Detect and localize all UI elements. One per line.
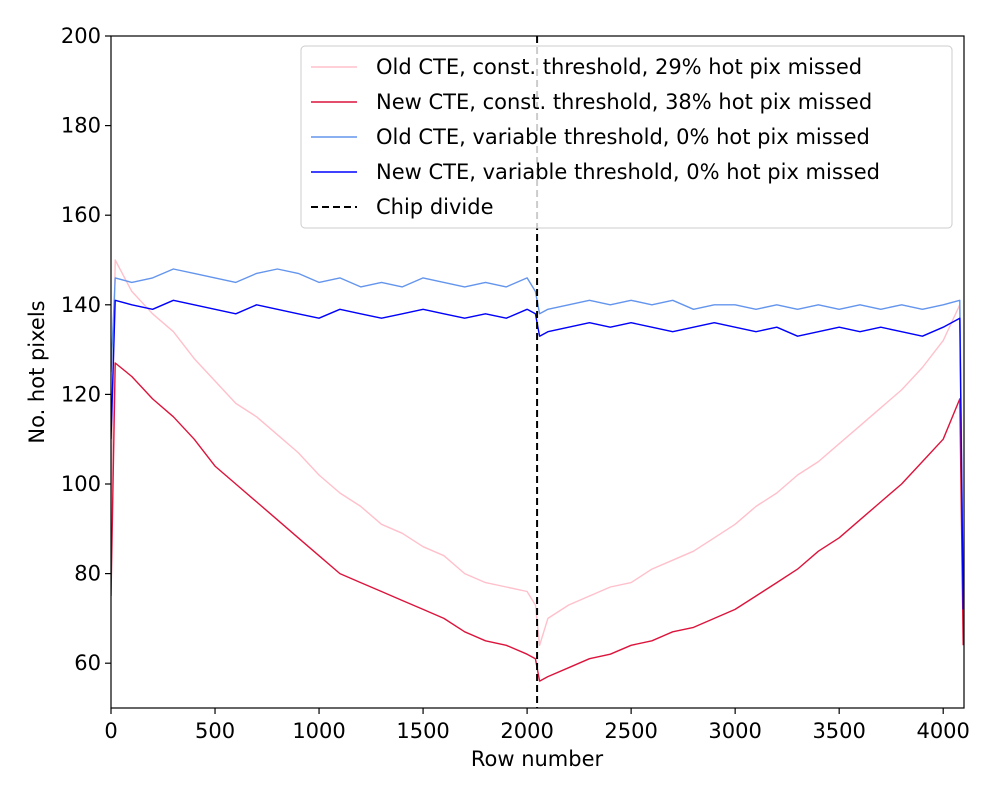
y-tick-label: 140: [61, 293, 101, 317]
y-tick-label: 120: [61, 382, 101, 406]
legend-label-5: Chip divide: [376, 195, 494, 219]
x-tick-label: 3000: [708, 719, 761, 743]
x-axis-label: Row number: [471, 747, 604, 771]
legend-label-4: New CTE, variable threshold, 0% hot pix …: [376, 160, 880, 184]
y-tick-label: 60: [74, 651, 101, 675]
legend-label-3: Old CTE, variable threshold, 0% hot pix …: [376, 125, 870, 149]
y-axis-label: No. hot pixels: [25, 300, 49, 443]
y-tick-label: 180: [61, 114, 101, 138]
y-tick-label: 80: [74, 562, 101, 586]
y-tick-label: 100: [61, 472, 101, 496]
x-tick-label: 1500: [396, 719, 449, 743]
plot-frame: [110, 35, 965, 709]
legend-label-2: New CTE, const. threshold, 38% hot pix m…: [376, 90, 872, 114]
legend-label-1: Old CTE, const. threshold, 29% hot pix m…: [376, 55, 862, 79]
x-tick-label: 2500: [604, 719, 657, 743]
legend: Old CTE, const. threshold, 29% hot pix m…: [300, 45, 953, 229]
legend-box: [300, 45, 953, 229]
x-tick-label: 500: [195, 719, 235, 743]
x-tick-label: 2000: [500, 719, 553, 743]
y-tick-label: 200: [61, 24, 101, 48]
x-tick-label: 0: [104, 719, 117, 743]
y-axis: 60 80 100 120 140 160 180 200: [61, 24, 111, 675]
x-tick-label: 4000: [916, 719, 969, 743]
x-tick-label: 3500: [812, 719, 865, 743]
x-axis: 0 500 1000 1500 2000 2500 3000 3500 4000: [104, 708, 970, 743]
x-tick-label: 1000: [292, 719, 345, 743]
y-tick-label: 160: [61, 203, 101, 227]
